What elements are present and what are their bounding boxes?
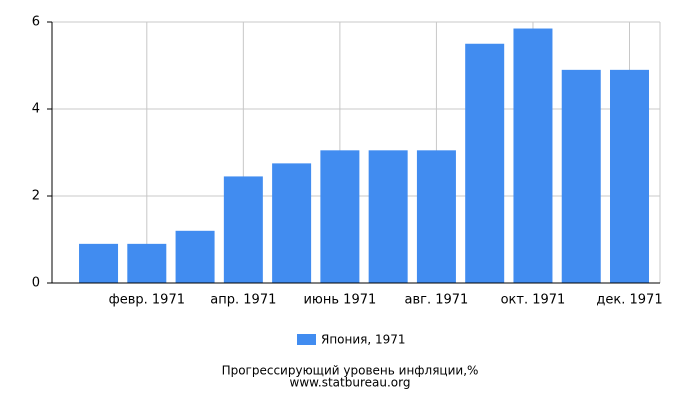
bar bbox=[513, 28, 553, 284]
x-tick-label: июнь 1971 bbox=[303, 293, 376, 308]
bar bbox=[79, 243, 119, 283]
bar bbox=[561, 69, 601, 283]
bar bbox=[610, 69, 650, 283]
legend-swatch bbox=[297, 334, 316, 345]
source: www.statbureau.org bbox=[290, 376, 411, 390]
x-tick-label: авг. 1971 bbox=[405, 293, 469, 308]
y-tick-label: 0 bbox=[32, 276, 40, 291]
x-tick-label: апр. 1971 bbox=[210, 293, 276, 308]
bar bbox=[320, 150, 360, 283]
y-tick-label: 2 bbox=[32, 189, 40, 204]
x-tick-label: окт. 1971 bbox=[501, 293, 566, 308]
y-tick-label: 4 bbox=[32, 102, 40, 117]
bar bbox=[175, 230, 215, 283]
bar bbox=[465, 43, 505, 283]
bar bbox=[272, 163, 312, 283]
x-tick-label: февр. 1971 bbox=[109, 293, 185, 308]
bar bbox=[416, 150, 456, 283]
x-tick-label: дек. 1971 bbox=[596, 293, 662, 308]
bar bbox=[223, 176, 263, 283]
bar bbox=[368, 150, 408, 283]
bar bbox=[127, 243, 167, 283]
y-tick-label: 6 bbox=[32, 15, 40, 30]
legend-label: Япония, 1971 bbox=[321, 333, 406, 347]
chart-title: Прогрессирующий уровень инфляции,% bbox=[222, 364, 479, 378]
